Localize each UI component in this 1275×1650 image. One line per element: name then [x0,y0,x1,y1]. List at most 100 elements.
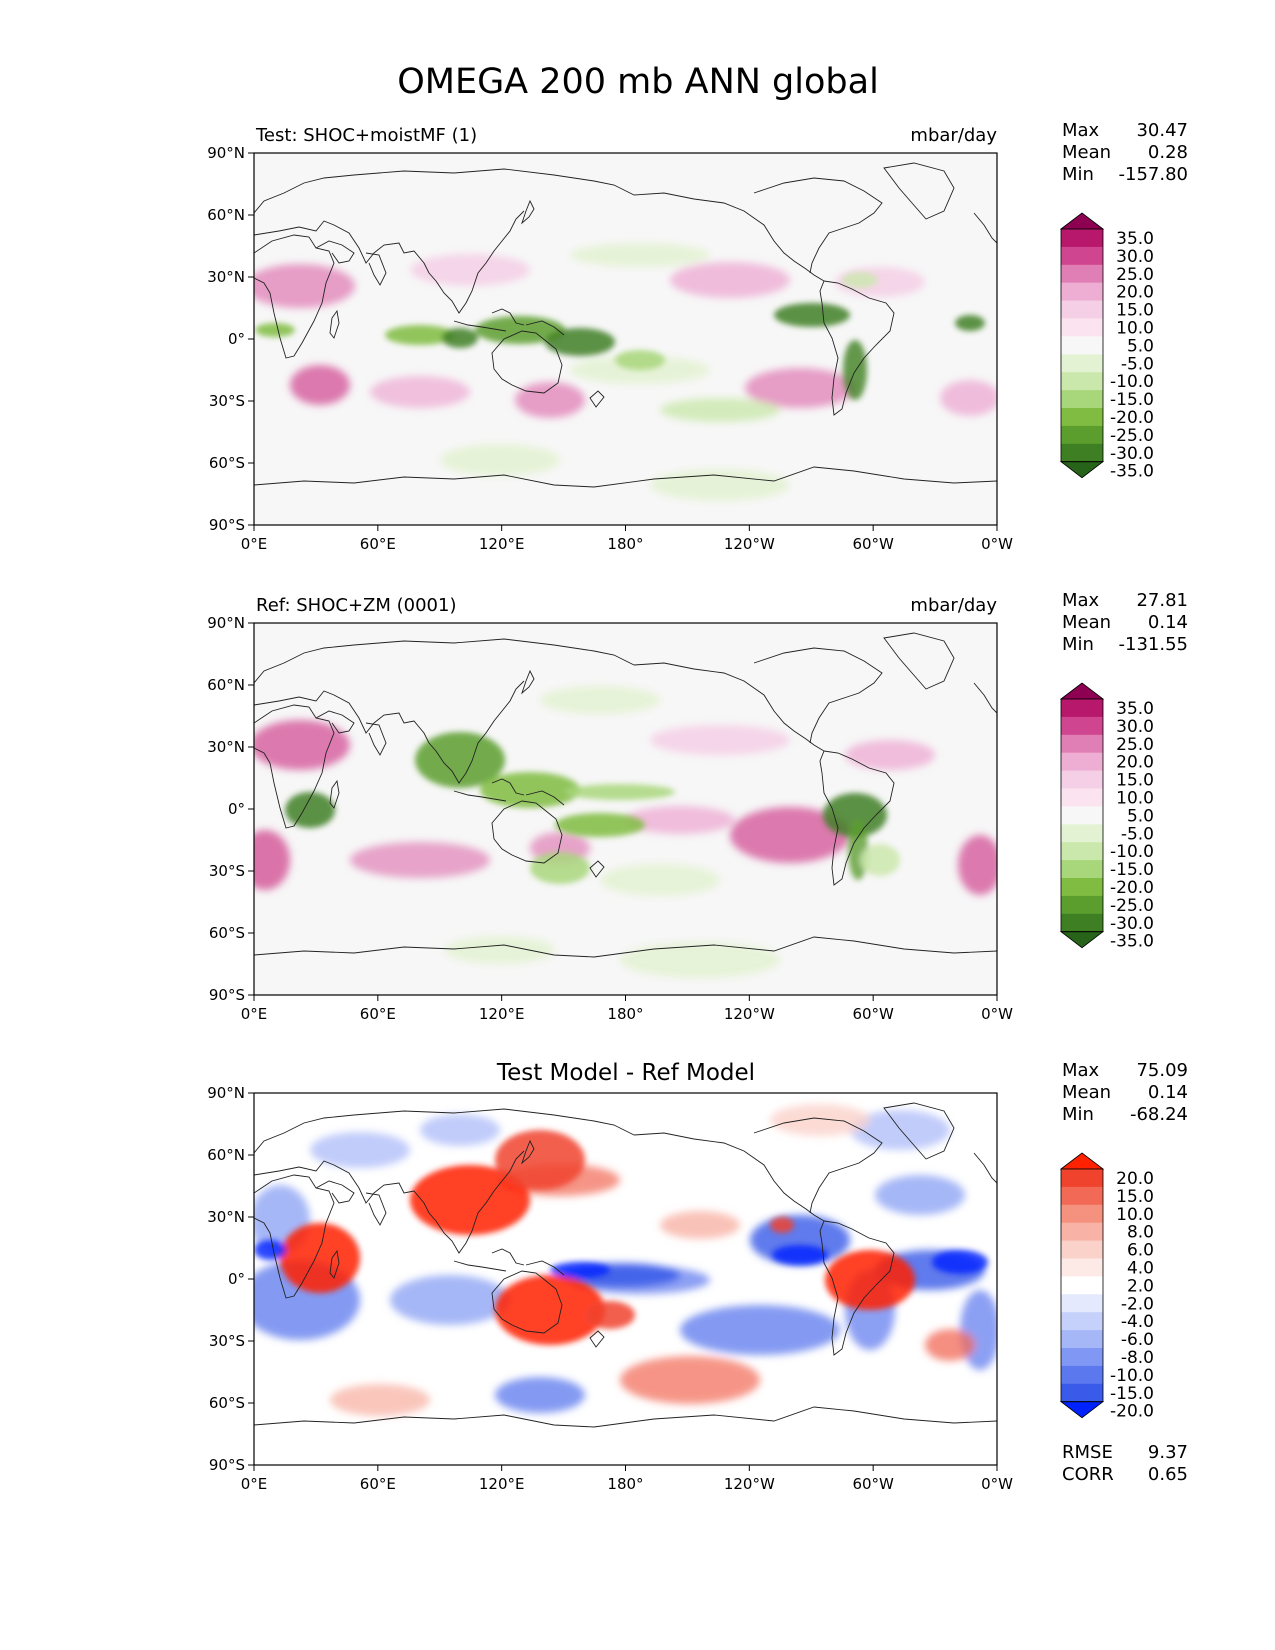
colorbar-band [1061,1348,1103,1367]
panel-ref-title: Ref: SHOC+ZM (0001) [256,595,456,616]
colorbar-band [1061,806,1103,825]
x-tick-label: 60°W [852,1475,894,1493]
panel-test: Test: SHOC+moistMF (1) mbar/day [207,120,1188,553]
colorbar-tick-label: 20.0 [1116,283,1154,303]
stat-label: Mean [1062,612,1111,633]
colorbar-band [1061,842,1103,861]
colorbar-tick-label: 6.0 [1127,1241,1154,1261]
y-tick-label: 60°S [209,1394,245,1412]
x-tick-label: 180° [607,1005,643,1023]
stat-value: -68.24 [1130,1104,1188,1125]
colorbar-frame [1060,1168,1104,1403]
colorbar-band [1061,1330,1103,1349]
colorbar-tick-label: -25.0 [1110,896,1154,916]
colorbar-band [1061,264,1103,284]
panel-test-field [254,153,997,525]
colorbar-band [1061,860,1103,879]
x-tick-label: 0°W [981,535,1013,553]
colorbar-tick-label: -15.0 [1110,860,1154,880]
x-tick-label: 60°E [360,1005,396,1023]
colorbar-band [1061,788,1103,807]
colorbar-band [1061,1169,1103,1188]
colorbar-band [1061,1276,1103,1295]
panel-diff-field [254,1093,997,1465]
y-tick-label: 0° [228,1270,245,1288]
stat-label: Mean [1062,142,1111,163]
colorbar-band [1061,1383,1103,1403]
stat-value: -157.80 [1119,164,1188,185]
y-tick-label: 60°S [209,924,245,942]
colorbar-tick-label: 5.0 [1127,336,1154,356]
stat-label: Max [1062,590,1100,611]
colorbar-band [1061,1240,1103,1259]
colorbar-tick-label: 30.0 [1116,717,1154,737]
colorbar-tick-label: 2.0 [1127,1276,1154,1296]
colorbar-band [1061,229,1103,248]
stat-value: 0.28 [1148,142,1188,163]
y-tick-label: 60°N [207,206,245,224]
stat-label: Min [1062,164,1094,185]
colorbar-band [1061,1312,1103,1331]
panel-ref-field [254,623,997,995]
colorbar-tick-label: 30.0 [1116,247,1154,267]
colorbar-tick-label: -10.0 [1110,1366,1154,1386]
colorbar-tick-label: -25.0 [1110,426,1154,446]
colorbar-band [1061,246,1103,266]
y-tick-label: 60°N [207,676,245,694]
panel-diff-title: Test Model - Ref Model [496,1060,755,1086]
colorbar-band [1061,443,1103,463]
colorbar-tick-label: -20.0 [1110,408,1154,428]
colorbar-band [1061,716,1103,736]
colorbar-band [1061,734,1103,754]
colorbar-tick-label: 25.0 [1116,265,1154,285]
colorbar-band [1061,372,1103,391]
y-tick-label: 90°S [209,1456,245,1474]
colorbar-band [1061,336,1103,355]
x-tick-label: 0°W [981,1475,1013,1493]
colorbar-extend-min [1059,1401,1105,1419]
colorbar-tick-label: 25.0 [1116,735,1154,755]
y-tick-label: 90°N [207,1084,245,1102]
colorbar-tick-label: -10.0 [1110,372,1154,392]
panel-test-units: mbar/day [910,125,997,146]
colorbar-band [1061,354,1103,373]
colorbar-band [1061,408,1103,427]
colorbar-tick-label: 35.0 [1116,699,1154,719]
colorbar-band [1061,1186,1103,1206]
colorbar-tick-label: 10.0 [1116,318,1154,338]
y-tick-label: 60°S [209,454,245,472]
colorbar-band [1061,300,1103,319]
colorbar-band [1061,913,1103,933]
colorbar-tick-label: 35.0 [1116,229,1154,249]
x-tick-label: 120°W [724,1005,775,1023]
x-tick-label: 120°E [479,535,525,553]
colorbar-tick-label: -8.0 [1121,1348,1154,1368]
stat-value: 0.14 [1148,612,1188,633]
colorbar-tick-label: 15.0 [1116,1187,1154,1207]
colorbar-tick-label: 4.0 [1127,1258,1154,1278]
colorbar-tick-label: -4.0 [1121,1312,1154,1332]
colorbar-extend-min [1059,931,1105,949]
stat-value: 9.37 [1148,1442,1188,1463]
colorbar-tick-label: 10.0 [1116,1205,1154,1225]
colorbar-band [1061,895,1103,915]
colorbar-tick-label: 8.0 [1127,1223,1154,1243]
colorbar-band [1061,752,1103,772]
y-tick-label: 90°N [207,144,245,162]
colorbar-band [1061,1294,1103,1313]
colorbar-tick-label: -10.0 [1110,842,1154,862]
colorbar-tick-label: -15.0 [1110,1384,1154,1404]
x-tick-label: 0°E [241,535,268,553]
stat-label: Mean [1062,1082,1111,1103]
colorbar-band [1061,318,1103,337]
colorbar-tick-label: -30.0 [1110,444,1154,464]
y-tick-label: 60°N [207,1146,245,1164]
y-tick-label: 30°S [209,862,245,880]
colorbar-band [1061,282,1103,302]
colorbar-tick-label: -30.0 [1110,914,1154,934]
stat-label: RMSE [1062,1442,1113,1463]
stat-label: CORR [1062,1464,1114,1485]
y-tick-label: 30°N [207,738,245,756]
stat-value: 30.47 [1136,120,1188,141]
x-tick-label: 180° [607,1475,643,1493]
